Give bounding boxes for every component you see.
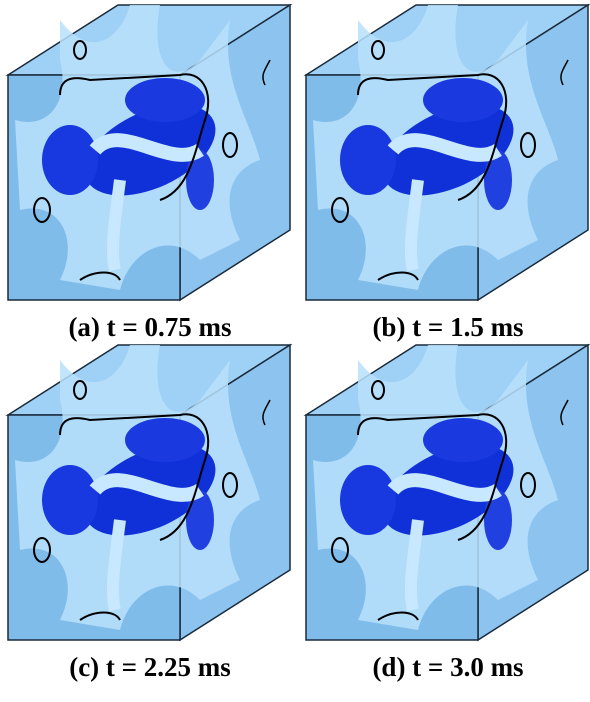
figure: (a) t = 0.75 ms (b) t = 1.5 ms (c) t = 2… [0, 0, 590, 702]
caption: (a) t = 0.75 ms [68, 312, 231, 342]
panel-image [306, 345, 588, 640]
panel-image [8, 345, 290, 640]
caption: (d) t = 3.0 ms [372, 652, 523, 682]
caption: (b) t = 1.5 ms [372, 312, 523, 342]
panel-image [8, 5, 290, 300]
panel-image [306, 5, 588, 300]
caption: (c) t = 2.25 ms [69, 652, 231, 682]
